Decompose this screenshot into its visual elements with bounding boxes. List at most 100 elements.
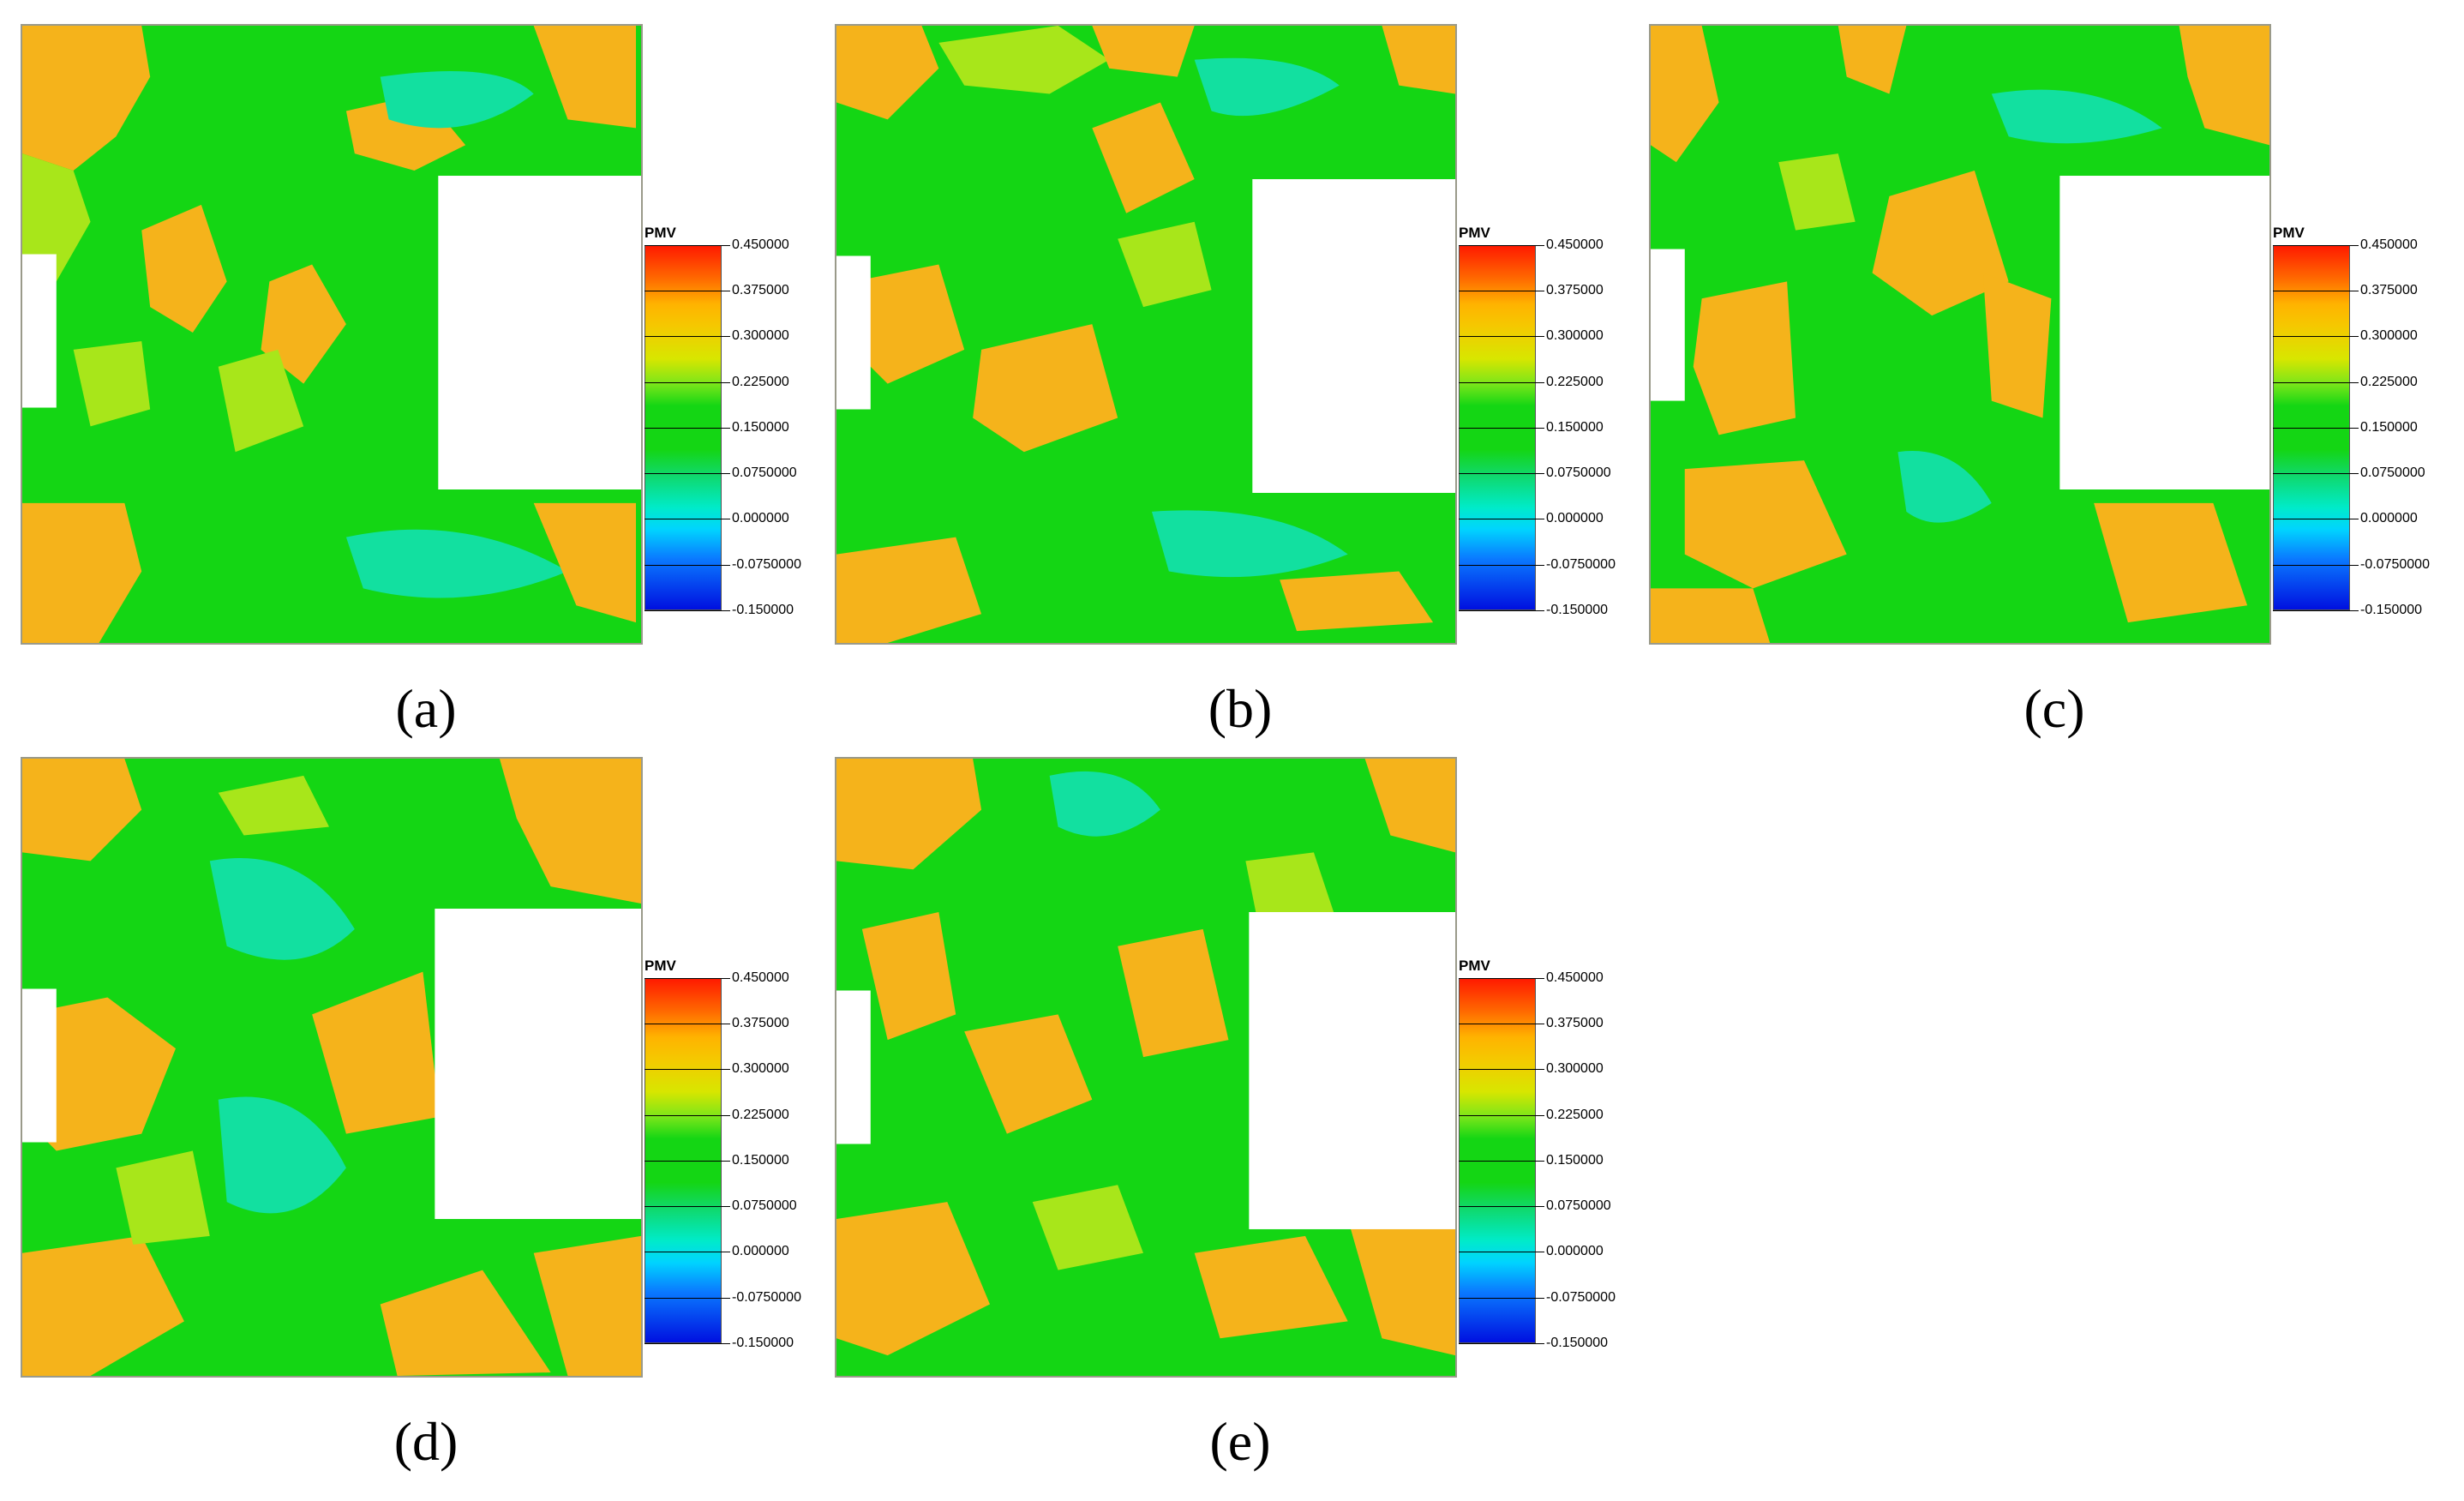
- legend-label: 0.225000: [732, 375, 789, 389]
- pmv-legend: PMV 0.450000 0.375000 0.300000 0.225000 …: [2273, 225, 2444, 653]
- legend-tick: [2273, 565, 2359, 566]
- legend-label: 0.450000: [1546, 970, 1604, 985]
- legend-tick: [2273, 428, 2359, 429]
- legend-label: 0.000000: [2360, 511, 2418, 525]
- legend-tick: [2273, 610, 2359, 611]
- pmv-contour-plot: [21, 24, 643, 645]
- legend-tick: [644, 245, 730, 246]
- legend-tick: [644, 428, 730, 429]
- legend-tick: [1459, 565, 1544, 566]
- panel-d: PMV 0.450000 0.375000 0.300000 0.225000 …: [0, 733, 823, 1472]
- legend-tick: [644, 382, 730, 383]
- legend-label: -0.150000: [2360, 603, 2423, 617]
- legend-tick: [1459, 1298, 1544, 1299]
- pmv-contour-plot: [21, 757, 643, 1378]
- pmv-contour-plot: [835, 757, 1457, 1378]
- legend-label: 0.000000: [732, 1244, 789, 1258]
- legend-tick: [2273, 245, 2359, 246]
- legend-label: 0.225000: [732, 1108, 789, 1122]
- legend-label: 0.300000: [732, 328, 789, 343]
- legend-tick: [644, 978, 730, 979]
- legend-tick: [1459, 1069, 1544, 1070]
- legend-label: 0.000000: [1546, 1244, 1604, 1258]
- pmv-legend: PMV 0.450000 0.375000 0.300000 0.225000 …: [1459, 225, 1630, 653]
- legend-tick: [644, 473, 730, 474]
- panel-caption: (a): [395, 678, 457, 739]
- panel-caption: (e): [1209, 1411, 1271, 1472]
- legend-label: 0.300000: [732, 1061, 789, 1076]
- legend-tick: [1459, 1161, 1544, 1162]
- legend-tick: [1459, 1115, 1544, 1116]
- legend-tick: [1459, 245, 1544, 246]
- panel-e: PMV 0.450000 0.375000 0.300000 0.225000 …: [814, 733, 1637, 1472]
- legend-label: 0.375000: [732, 1016, 789, 1030]
- legend-tick: [644, 1206, 730, 1207]
- pmv-legend: PMV 0.450000 0.375000 0.300000 0.225000 …: [644, 958, 816, 1386]
- legend-label: 0.375000: [732, 283, 789, 297]
- legend-tick: [644, 1069, 730, 1070]
- legend-label: -0.0750000: [732, 557, 801, 572]
- legend-label: 0.0750000: [1546, 1198, 1611, 1213]
- legend-tick: [644, 565, 730, 566]
- legend-tick: [1459, 978, 1544, 979]
- legend-label: -0.150000: [1546, 1336, 1609, 1350]
- legend-tick: [1459, 428, 1544, 429]
- legend-label: 0.450000: [2360, 237, 2418, 252]
- pmv-legend: PMV 0.450000 0.375000 0.300000 0.225000 …: [1459, 958, 1630, 1386]
- legend-label: 0.450000: [732, 970, 789, 985]
- panel-caption: (c): [2023, 678, 2085, 739]
- legend-tick: [1459, 336, 1544, 337]
- panel-caption: (d): [393, 1411, 459, 1472]
- legend-label: 0.375000: [2360, 283, 2418, 297]
- legend-tick: [644, 1161, 730, 1162]
- pmv-contour-map: [1651, 26, 2269, 643]
- legend-label: 0.0750000: [2360, 465, 2425, 480]
- legend-label: -0.0750000: [732, 1290, 801, 1305]
- panel-a: PMV 0.450000 0.375000 0.300000 0.225000 …: [0, 0, 823, 739]
- legend-tick: [1459, 382, 1544, 383]
- pmv-contour-plot: [835, 24, 1457, 645]
- legend-label: 0.375000: [1546, 283, 1604, 297]
- legend-title: PMV: [2273, 225, 2305, 241]
- legend-label: 0.375000: [1546, 1016, 1604, 1030]
- legend-tick: [1459, 1343, 1544, 1344]
- panel-caption: (b): [1208, 678, 1273, 739]
- legend-label: -0.0750000: [2360, 557, 2430, 572]
- legend-label: 0.225000: [2360, 375, 2418, 389]
- legend-tick: [1459, 473, 1544, 474]
- legend-tick: [644, 1298, 730, 1299]
- legend-label: 0.450000: [732, 237, 789, 252]
- legend-title: PMV: [1459, 958, 1490, 974]
- legend-label: 0.000000: [1546, 511, 1604, 525]
- pmv-contour-map: [22, 26, 641, 643]
- legend-label: 0.0750000: [732, 1198, 797, 1213]
- legend-title: PMV: [1459, 225, 1490, 241]
- legend-label: 0.150000: [1546, 1153, 1604, 1168]
- legend-label: 0.000000: [732, 511, 789, 525]
- legend-label: -0.150000: [732, 603, 794, 617]
- legend-label: 0.450000: [1546, 237, 1604, 252]
- legend-label: 0.300000: [1546, 328, 1604, 343]
- legend-label: 0.150000: [2360, 420, 2418, 435]
- legend-label: -0.150000: [1546, 603, 1609, 617]
- legend-title: PMV: [644, 225, 676, 241]
- legend-tick: [644, 336, 730, 337]
- legend-label: 0.225000: [1546, 375, 1604, 389]
- legend-label: -0.150000: [732, 1336, 794, 1350]
- legend-tick: [644, 610, 730, 611]
- legend-label: -0.0750000: [1546, 1290, 1616, 1305]
- pmv-contour-map: [836, 26, 1455, 643]
- pmv-contour-map: [836, 759, 1455, 1376]
- legend-tick: [644, 1115, 730, 1116]
- legend-tick: [1459, 610, 1544, 611]
- legend-tick: [2273, 336, 2359, 337]
- legend-label: 0.150000: [732, 1153, 789, 1168]
- panel-b: PMV 0.450000 0.375000 0.300000 0.225000 …: [814, 0, 1637, 739]
- legend-label: 0.150000: [1546, 420, 1604, 435]
- legend-label: 0.150000: [732, 420, 789, 435]
- pmv-contour-map: [22, 759, 641, 1376]
- legend-tick: [644, 1343, 730, 1344]
- legend-tick: [2273, 473, 2359, 474]
- legend-label: 0.300000: [2360, 328, 2418, 343]
- legend-tick: [2273, 382, 2359, 383]
